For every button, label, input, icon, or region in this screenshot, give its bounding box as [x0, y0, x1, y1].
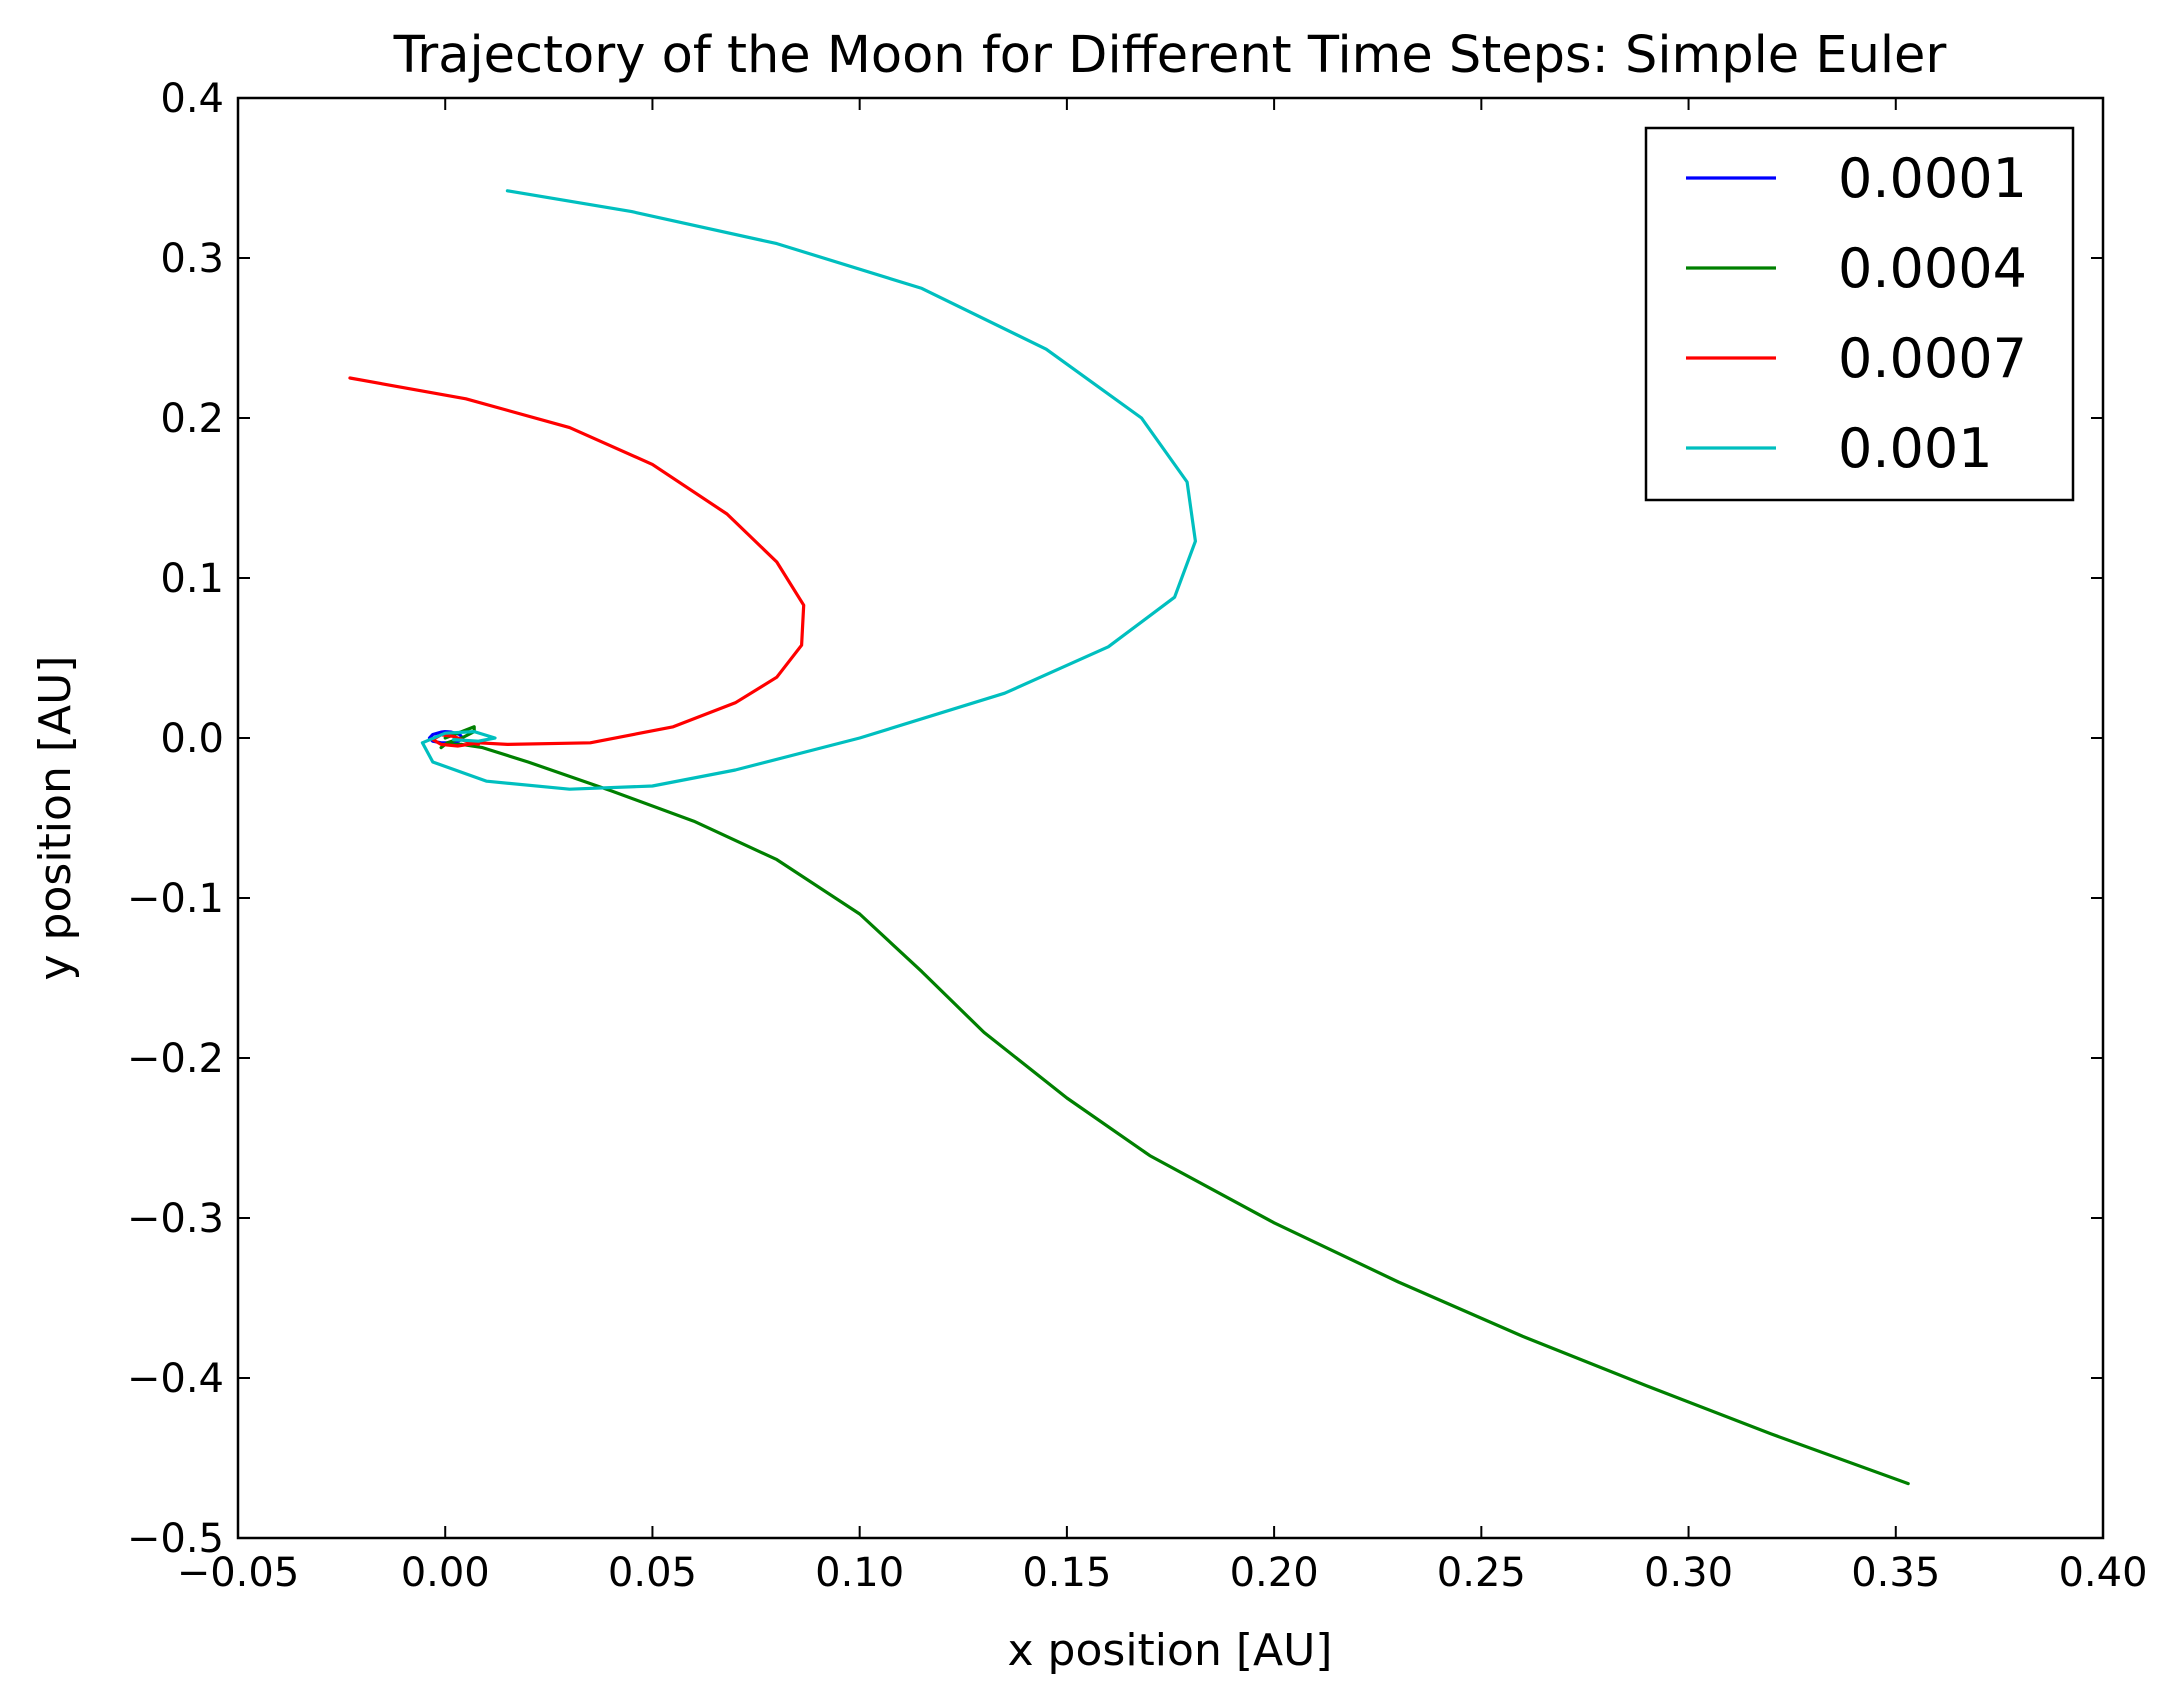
x-tick-label: 0.40 [2058, 1550, 2147, 1596]
legend-label-0: 0.0001 [1838, 147, 2027, 210]
x-tick-label: 0.35 [1851, 1550, 1940, 1596]
chart-title: Trajectory of the Moon for Different Tim… [393, 26, 1947, 85]
y-tick-label: −0.3 [127, 1196, 224, 1242]
y-tick-label: 0.2 [160, 396, 224, 442]
y-tick-label: 0.0 [160, 716, 224, 762]
x-tick-label: 0.00 [401, 1550, 490, 1596]
y-tick-label: −0.2 [127, 1036, 224, 1082]
legend-box [1644, 126, 2075, 502]
y-tick-label: 0.3 [160, 236, 224, 282]
legend-label-3: 0.001 [1838, 417, 1993, 480]
axis-ticks: −0.05 0.00 0.05 0.10 0.15 0.20 0.25 0.30 0.35 0.4… [127, 76, 2148, 1596]
x-tick-label: 0.10 [815, 1550, 904, 1596]
y-tick-label: −0.5 [127, 1516, 224, 1562]
x-tick-label: −0.05 [177, 1550, 300, 1596]
y-axis-label: y position [AU] [30, 656, 81, 981]
x-tick-label: 0.25 [1437, 1550, 1526, 1596]
y-tick-label: −0.4 [127, 1356, 224, 1402]
legend-entries: 0.0001 0.0004 0.0007 0.001 [1686, 147, 2027, 480]
x-tick-label: 0.15 [1022, 1550, 1111, 1596]
y-tick-label: 0.1 [160, 556, 224, 602]
x-tick-label: 0.30 [1644, 1550, 1733, 1596]
plot-series [348, 189, 1910, 1486]
y-tick-label: −0.1 [127, 876, 224, 922]
y-tick-label: 0.4 [160, 76, 224, 122]
plot-frame [236, 96, 2105, 1540]
x-tick-label: 0.20 [1230, 1550, 1319, 1596]
x-tick-label: 0.05 [608, 1550, 697, 1596]
series-line-3 [420, 189, 1198, 791]
x-axis-label: x position [AU] [1008, 1625, 1333, 1676]
legend-label-2: 0.0007 [1838, 327, 2027, 390]
legend: 0.0001 0.0004 0.0007 0.001 [1644, 126, 2075, 502]
legend-label-1: 0.0004 [1838, 237, 2027, 300]
